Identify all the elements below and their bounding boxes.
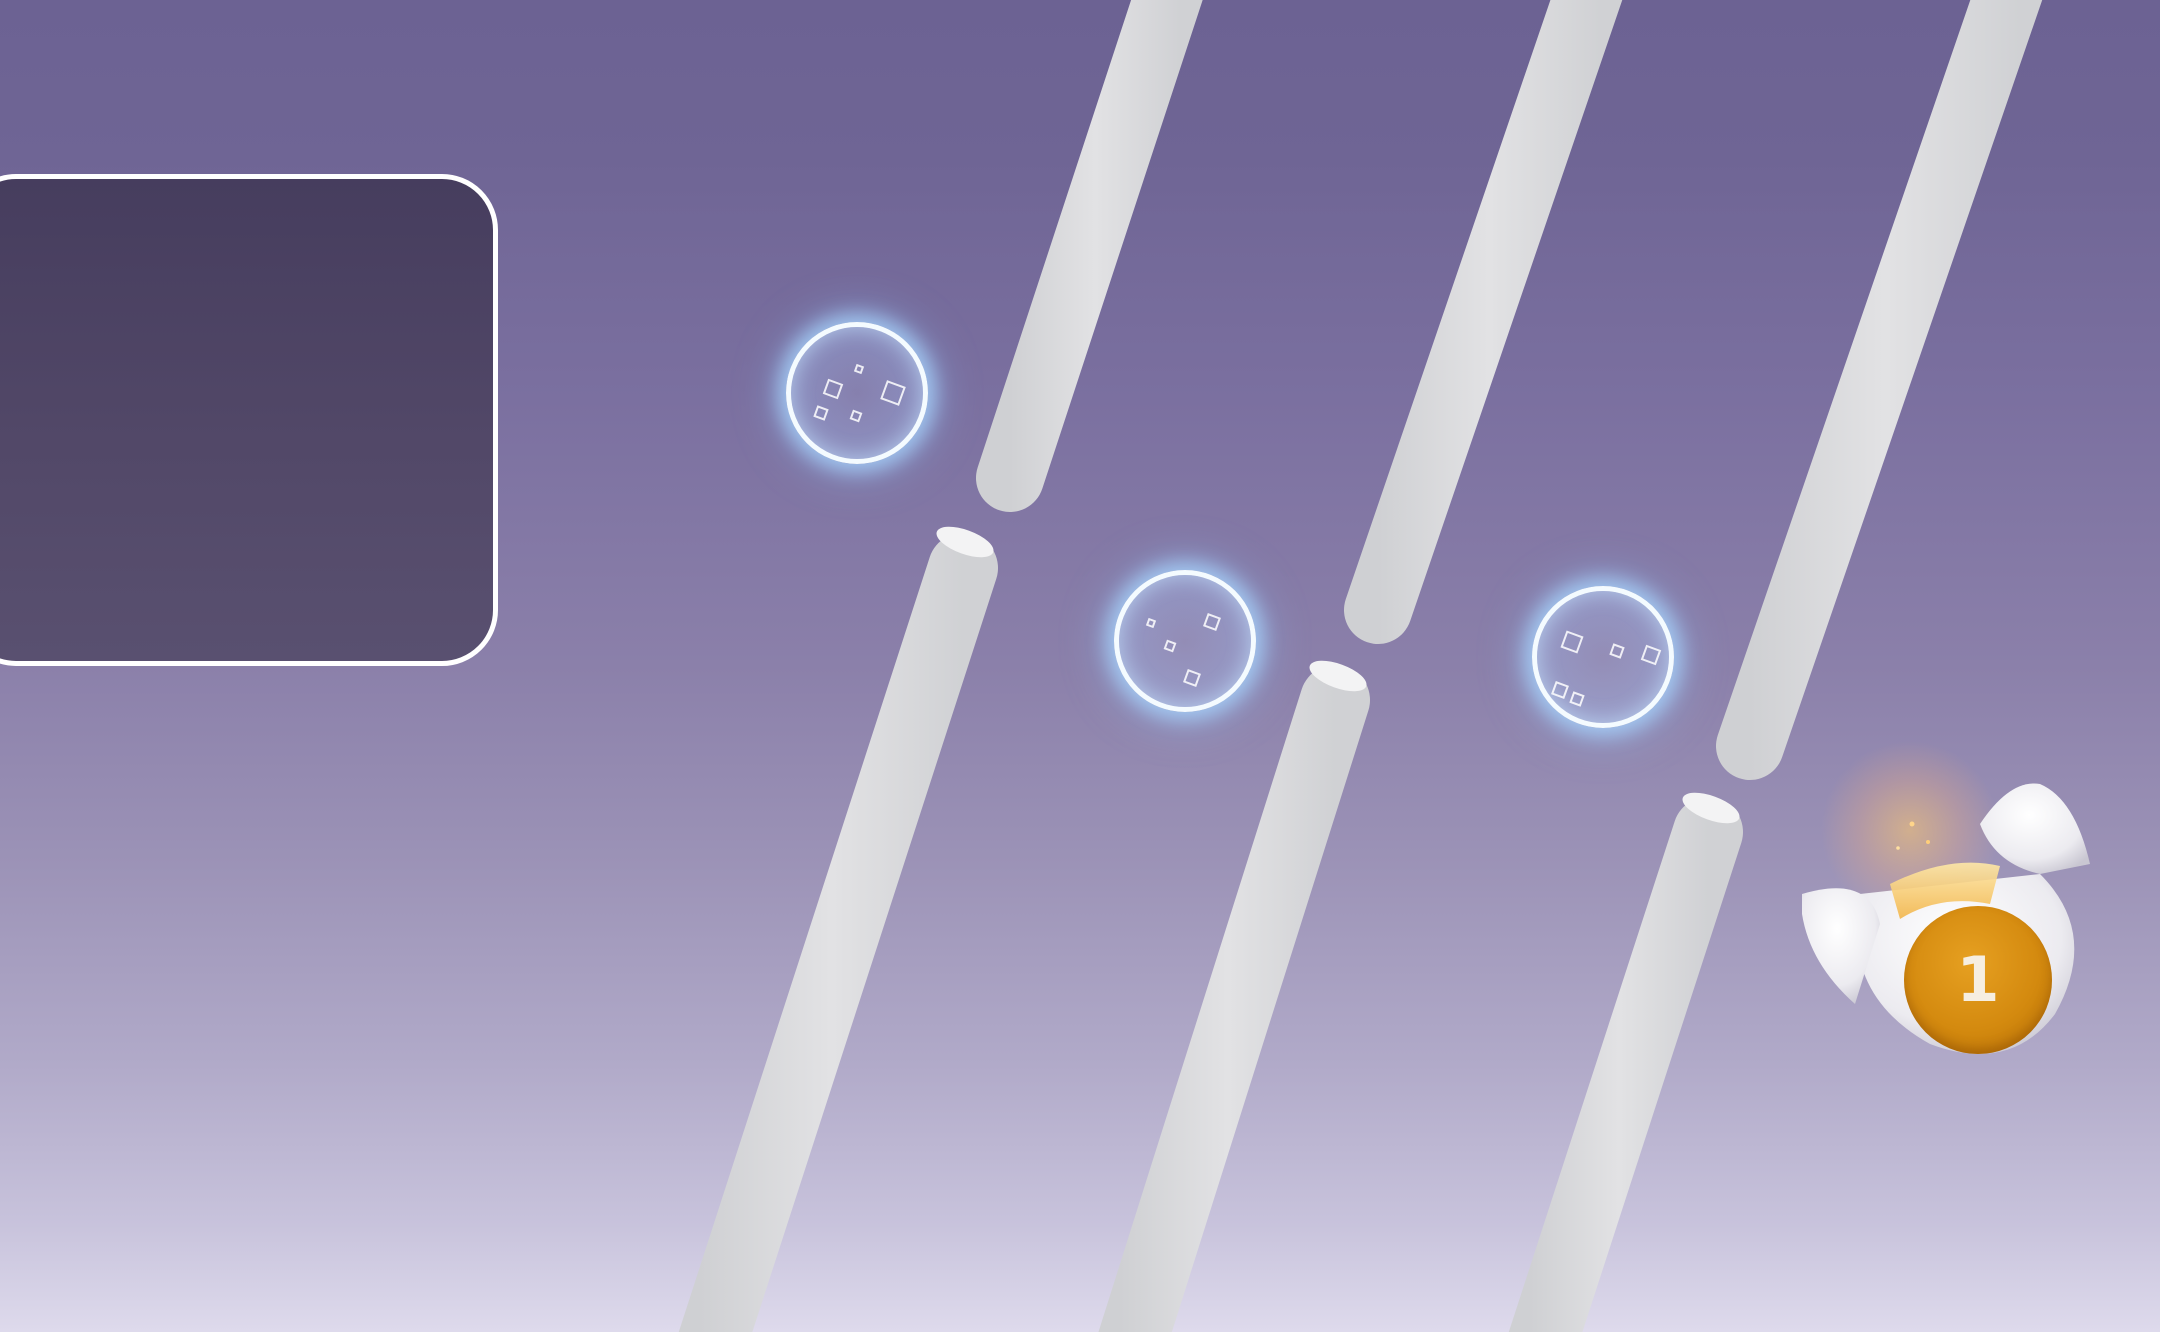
sparkle-square: [849, 409, 863, 423]
ball-counter-badge: 1: [1904, 906, 2052, 1054]
pillar-cap-3: [1682, 792, 1740, 824]
pillar-cap-1: [936, 526, 994, 558]
pillar-upper-1: [976, 0, 1203, 512]
pillar-upper-3: [1716, 0, 2043, 780]
sparkle-square: [1203, 613, 1221, 631]
bubble-orb-2[interactable]: [1114, 570, 1256, 712]
pillar-lower-2: [1098, 665, 1370, 1332]
pillar-upper-2: [1344, 0, 1623, 644]
sparkle-square: [1551, 681, 1569, 699]
pillar-lower-3: [1508, 797, 1743, 1332]
sparkle-square: [1609, 643, 1625, 659]
sparkle-square: [1560, 630, 1584, 654]
sparkle-square: [813, 405, 829, 421]
pillar-lower-1: [678, 533, 998, 1332]
pillar-cap-2: [1309, 660, 1367, 692]
sparkle-square: [880, 380, 906, 406]
bubble-orb-3[interactable]: [1532, 586, 1674, 728]
sparkle-square: [1569, 691, 1585, 707]
sparkle-square: [822, 378, 844, 400]
sparkle-square: [1640, 644, 1662, 666]
sparkle-square: [1183, 669, 1201, 687]
sparkle-square: [1145, 617, 1157, 629]
empty-panel: [0, 174, 498, 666]
sparkle-square: [853, 363, 865, 375]
sparkle-square: [1163, 639, 1177, 653]
bubble-orb-1[interactable]: [786, 322, 928, 464]
